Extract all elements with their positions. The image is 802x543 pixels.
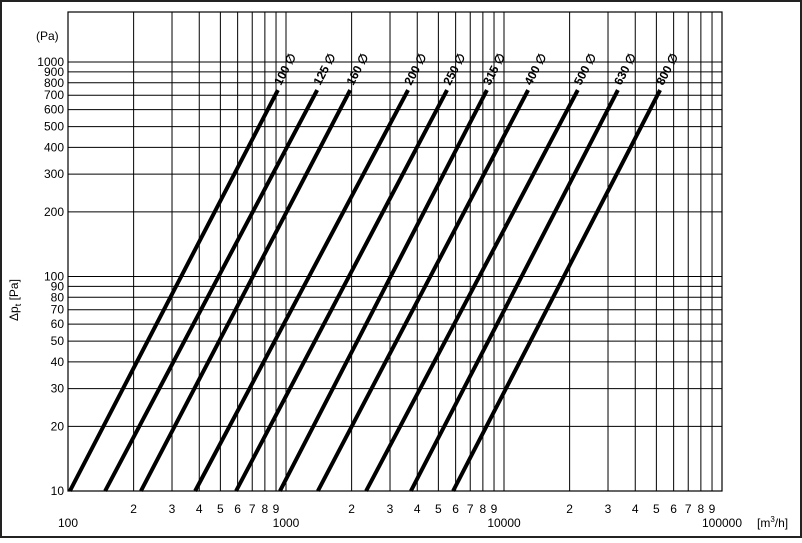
x-tick-label: 10000 xyxy=(487,516,521,530)
x-unit-a: [m xyxy=(757,516,770,530)
x-tick-label: 8 xyxy=(698,502,705,516)
x-tick-label: 7 xyxy=(467,502,474,516)
x-tick-label: 100000 xyxy=(702,516,742,530)
series-line xyxy=(364,89,580,492)
y-tick-label: 20 xyxy=(51,419,65,433)
y-label-main: Δp xyxy=(7,306,21,321)
series-line xyxy=(278,89,489,492)
series-line xyxy=(68,89,280,492)
y-tick-label: 50 xyxy=(51,334,65,348)
x-tick-label: 3 xyxy=(169,502,176,516)
x-tick-label: 5 xyxy=(653,502,660,516)
y-tick-label: 40 xyxy=(51,355,65,369)
x-tick-label: 9 xyxy=(273,502,280,516)
y-tick-label: 30 xyxy=(51,382,65,396)
series-line xyxy=(193,89,410,492)
y-tick-label: 800 xyxy=(44,76,64,90)
y-tick-label: 60 xyxy=(51,317,65,331)
y-tick-label: 900 xyxy=(44,65,64,79)
series-line xyxy=(234,89,449,492)
x-tick-label: 6 xyxy=(452,502,459,516)
x-tick-label: 7 xyxy=(249,502,256,516)
y-tick-label: 700 xyxy=(44,88,64,102)
series-line xyxy=(139,89,352,492)
x-tick-label: 3 xyxy=(387,502,394,516)
y-label-unit: [Pa] xyxy=(7,279,21,304)
series-line xyxy=(103,89,319,492)
x-tick-label: 2 xyxy=(566,502,573,516)
x-unit: [m3/h] xyxy=(757,515,788,530)
x-tick-label: 3 xyxy=(605,502,612,516)
y-tick-label: 80 xyxy=(51,290,65,304)
y-label-sub: t xyxy=(13,303,23,306)
y-tick-label: 300 xyxy=(44,167,64,181)
y-tick-label: 200 xyxy=(44,205,64,219)
x-tick-label: 1000 xyxy=(273,516,300,530)
x-tick-label: 8 xyxy=(480,502,487,516)
x-tick-label: 9 xyxy=(709,502,716,516)
x-tick-label: 9 xyxy=(491,502,498,516)
x-unit-sup: 3 xyxy=(770,515,775,524)
x-tick-label: 4 xyxy=(196,502,203,516)
series-line xyxy=(316,89,530,492)
y-axis-label: Δpt [Pa] xyxy=(7,279,23,321)
y-tick-label: 70 xyxy=(51,303,65,317)
x-tick-label: 4 xyxy=(414,502,421,516)
x-tick-label: 2 xyxy=(348,502,355,516)
y-tick-label: 400 xyxy=(44,140,64,154)
x-tick-label: 7 xyxy=(685,502,692,516)
x-tick-label: 2 xyxy=(130,502,137,516)
y-tick-label: 500 xyxy=(44,120,64,134)
series-line xyxy=(409,89,620,492)
y-tick-label: 600 xyxy=(44,103,64,117)
x-tick-label: 5 xyxy=(435,502,442,516)
x-tick-label: 8 xyxy=(262,502,269,516)
y-tick-label: 90 xyxy=(51,279,65,293)
series-line xyxy=(451,89,662,492)
y-unit: (Pa) xyxy=(36,29,59,43)
y-tick-label: 100 xyxy=(44,270,64,284)
x-tick-label: 4 xyxy=(632,502,639,516)
x-unit-b: /h] xyxy=(775,516,788,530)
x-tick-label: 100 xyxy=(58,516,78,530)
x-tick-label: 5 xyxy=(217,502,224,516)
y-tick-label: 10 xyxy=(51,484,65,498)
x-tick-label: 6 xyxy=(670,502,677,516)
x-tick-label: 6 xyxy=(234,502,241,516)
y-tick-label: 1000 xyxy=(37,55,64,69)
